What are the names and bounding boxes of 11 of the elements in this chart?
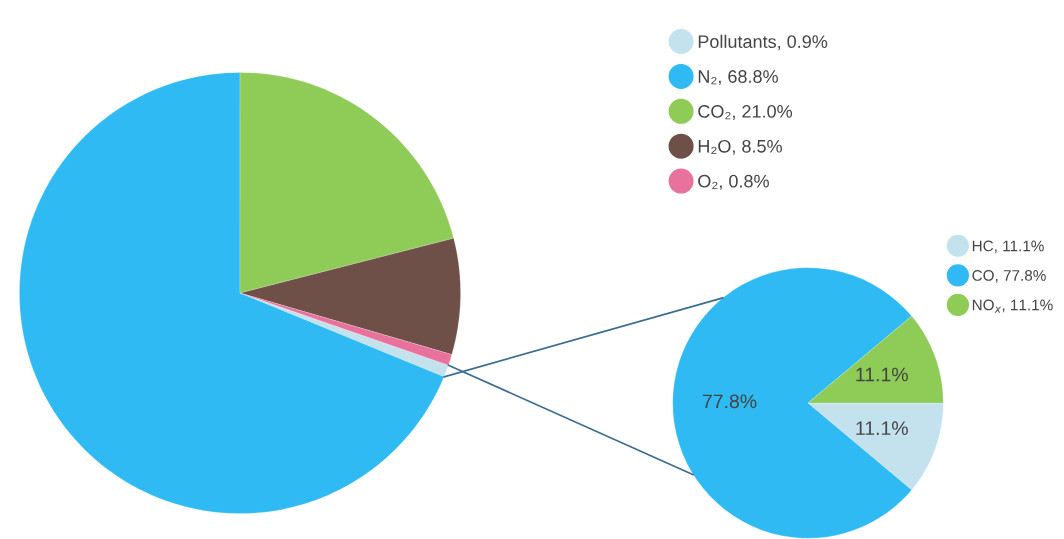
legend-label: O₂, 0.8%	[698, 174, 769, 190]
data-label: 77.8%	[702, 394, 757, 409]
data-label: 11.1%	[856, 421, 908, 435]
data-label: 11.1%	[856, 367, 908, 382]
legend-label: HC, 11.1%	[972, 240, 1044, 254]
legend-label: Pollutants, 0.9%	[698, 34, 828, 51]
legend-label: NO$_{x}$, 11.1%	[972, 299, 1053, 313]
legend-label: CO₂, 21.0%	[698, 105, 793, 120]
legend-label: N₂, 68.8%	[698, 70, 778, 86]
legend-label: H₂O, 8.5%	[698, 139, 782, 155]
legend-label: CO, 77.8%	[972, 270, 1046, 283]
